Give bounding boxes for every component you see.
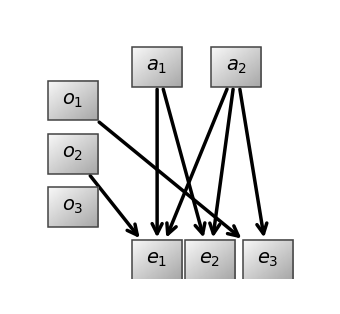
Bar: [132, 240, 182, 280]
Text: $a_2$: $a_2$: [225, 57, 247, 76]
Bar: [243, 240, 293, 280]
Text: $o_3$: $o_3$: [62, 198, 84, 216]
Text: $e_3$: $e_3$: [257, 251, 278, 269]
Text: $o_2$: $o_2$: [62, 144, 83, 163]
Text: $a_1$: $a_1$: [147, 57, 168, 76]
Bar: [48, 187, 98, 227]
Text: $e_1$: $e_1$: [147, 251, 168, 269]
Bar: [48, 81, 98, 120]
Bar: [48, 134, 98, 174]
Bar: [185, 240, 235, 280]
Text: $e_2$: $e_2$: [199, 251, 220, 269]
Text: $o_1$: $o_1$: [62, 91, 83, 110]
Bar: [211, 47, 261, 87]
Bar: [132, 47, 182, 87]
